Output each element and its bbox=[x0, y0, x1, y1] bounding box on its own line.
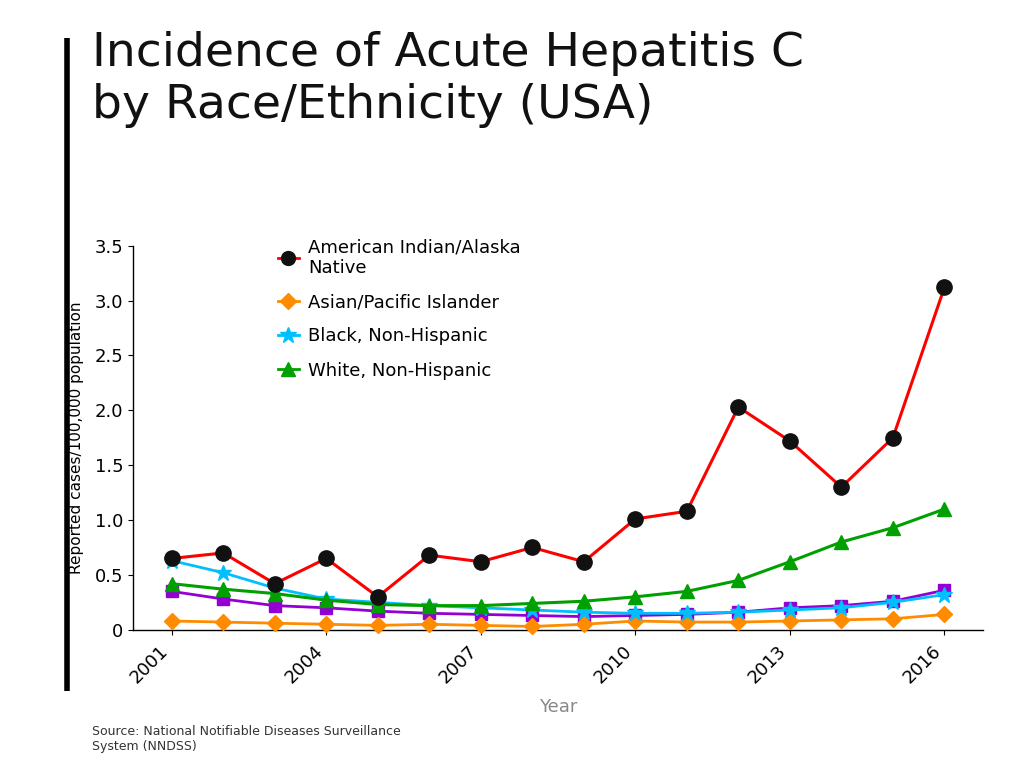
Text: Incidence of Acute Hepatitis C
by Race/Ethnicity (USA): Incidence of Acute Hepatitis C by Race/E… bbox=[92, 31, 804, 127]
Y-axis label: Reported cases/100,000 population: Reported cases/100,000 population bbox=[69, 302, 84, 574]
X-axis label: Year: Year bbox=[539, 697, 578, 716]
Legend: American Indian/Alaska
Native, Asian/Pacific Islander, Black, Non-Hispanic, Whit: American Indian/Alaska Native, Asian/Pac… bbox=[278, 238, 521, 379]
Text: Source: National Notifiable Diseases Surveillance
System (NNDSS): Source: National Notifiable Diseases Sur… bbox=[92, 725, 401, 753]
